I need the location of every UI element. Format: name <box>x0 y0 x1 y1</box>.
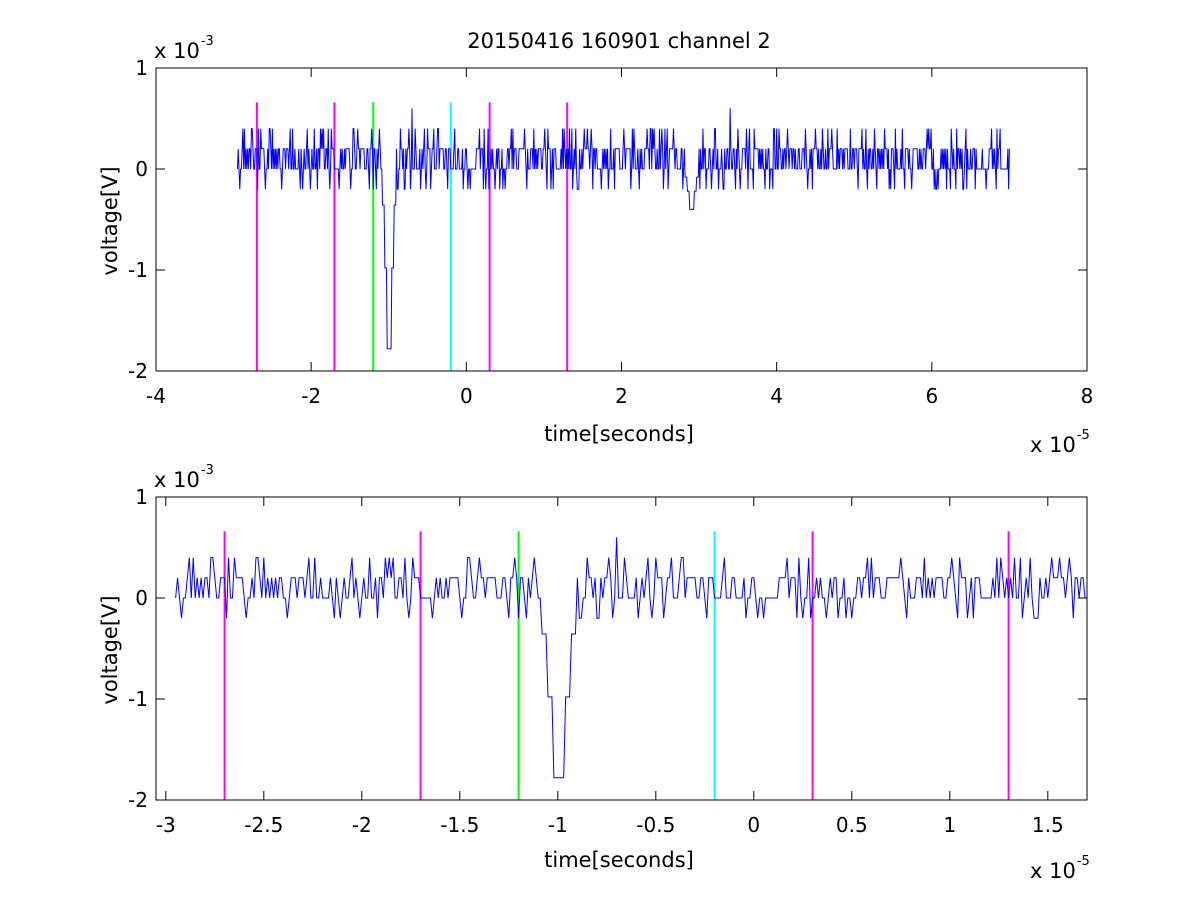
x-ticks-bottom: -3 -2.5 -2 -1.5 -1 -0.5 0 0.5 1 1.5 <box>156 497 1064 837</box>
y-tick-label: 1 <box>135 485 148 509</box>
signal-trace-top <box>236 108 1010 350</box>
y-tick-label: 1 <box>135 56 148 80</box>
x-tick-label: 4 <box>770 384 783 408</box>
chart-title: 20150416 160901 channel 2 <box>467 29 771 53</box>
y-exponent-top: x 10-3 <box>154 34 214 63</box>
y-ticks-bottom: 1 0 -1 -2 <box>128 485 1087 812</box>
x-exponent-power-bottom: -5 <box>1077 854 1090 869</box>
x-axis-label-top: time[seconds] <box>544 422 694 446</box>
marker-lines-top <box>255 102 569 371</box>
x-tick-label: -1 <box>548 813 568 837</box>
x-tick-label: 1 <box>943 813 956 837</box>
x-tick-label: -2.5 <box>244 813 283 837</box>
marker-lines-bottom <box>223 531 1010 800</box>
axes-box-top <box>155 67 1088 372</box>
y-tick-label: 0 <box>135 157 148 181</box>
x-tick-label: -2 <box>352 813 372 837</box>
y-tick-label: -2 <box>128 788 148 812</box>
signal-line <box>236 108 1010 350</box>
subplot-top: -4 -2 0 2 4 6 8 10-1-2 time[seconds] voltage[V… <box>98 34 1093 457</box>
x-tick-label: 0.5 <box>836 813 868 837</box>
y-exponent-power-bottom: -3 <box>201 463 214 478</box>
x-ticks-top: -4 -2 0 2 4 6 8 <box>146 68 1093 408</box>
x-tick-label: 1.5 <box>1032 813 1064 837</box>
y-tick-label: 0 <box>135 586 148 610</box>
x-tick-label: -4 <box>146 384 166 408</box>
x-tick-label: 8 <box>1081 384 1094 408</box>
y-ticks-top: 1 0 -1 -2 <box>128 56 1087 383</box>
y-tick-label: -1 <box>128 687 148 711</box>
y-tick-label: -1 <box>128 258 148 282</box>
x-axis-label-bottom: time[seconds] <box>544 848 694 872</box>
x-tick-label: 0 <box>460 384 473 408</box>
x-tick-label: 6 <box>925 384 938 408</box>
x-exponent-base-top: x 10 <box>1030 433 1076 457</box>
signal-line <box>175 537 1087 779</box>
y-exponent-base-top: x 10 <box>154 39 200 63</box>
y-tick-label: -2 <box>128 359 148 383</box>
y-exponent-power-top: -3 <box>201 34 214 49</box>
x-exponent-power-top: -5 <box>1077 428 1090 443</box>
x-tick-label: -2 <box>301 384 321 408</box>
axes-box-bottom <box>155 496 1088 801</box>
y-exponent-base-bottom: x 10 <box>154 468 200 492</box>
x-tick-label: 2 <box>615 384 628 408</box>
x-exponent-top: x 10-5 <box>1030 428 1090 457</box>
x-exponent-bottom: x 10-5 <box>1030 854 1090 883</box>
subplot-bottom: -3 -2.5 -2 -1.5 -1 -0.5 0 0.5 1 1.5 1 0 -1 -2 time[s… <box>98 463 1090 883</box>
signal-trace-bottom <box>175 537 1087 779</box>
x-tick-label: -3 <box>156 813 176 837</box>
y-exponent-bottom: x 10-3 <box>154 463 214 492</box>
y-axis-label-top: voltage[V] <box>98 166 122 275</box>
x-exponent-base-bottom: x 10 <box>1030 859 1076 883</box>
y-axis-label-bottom: voltage[V] <box>98 595 122 704</box>
x-tick-label: 0 <box>747 813 760 837</box>
x-tick-label: -0.5 <box>636 813 675 837</box>
x-tick-label: -1.5 <box>440 813 479 837</box>
